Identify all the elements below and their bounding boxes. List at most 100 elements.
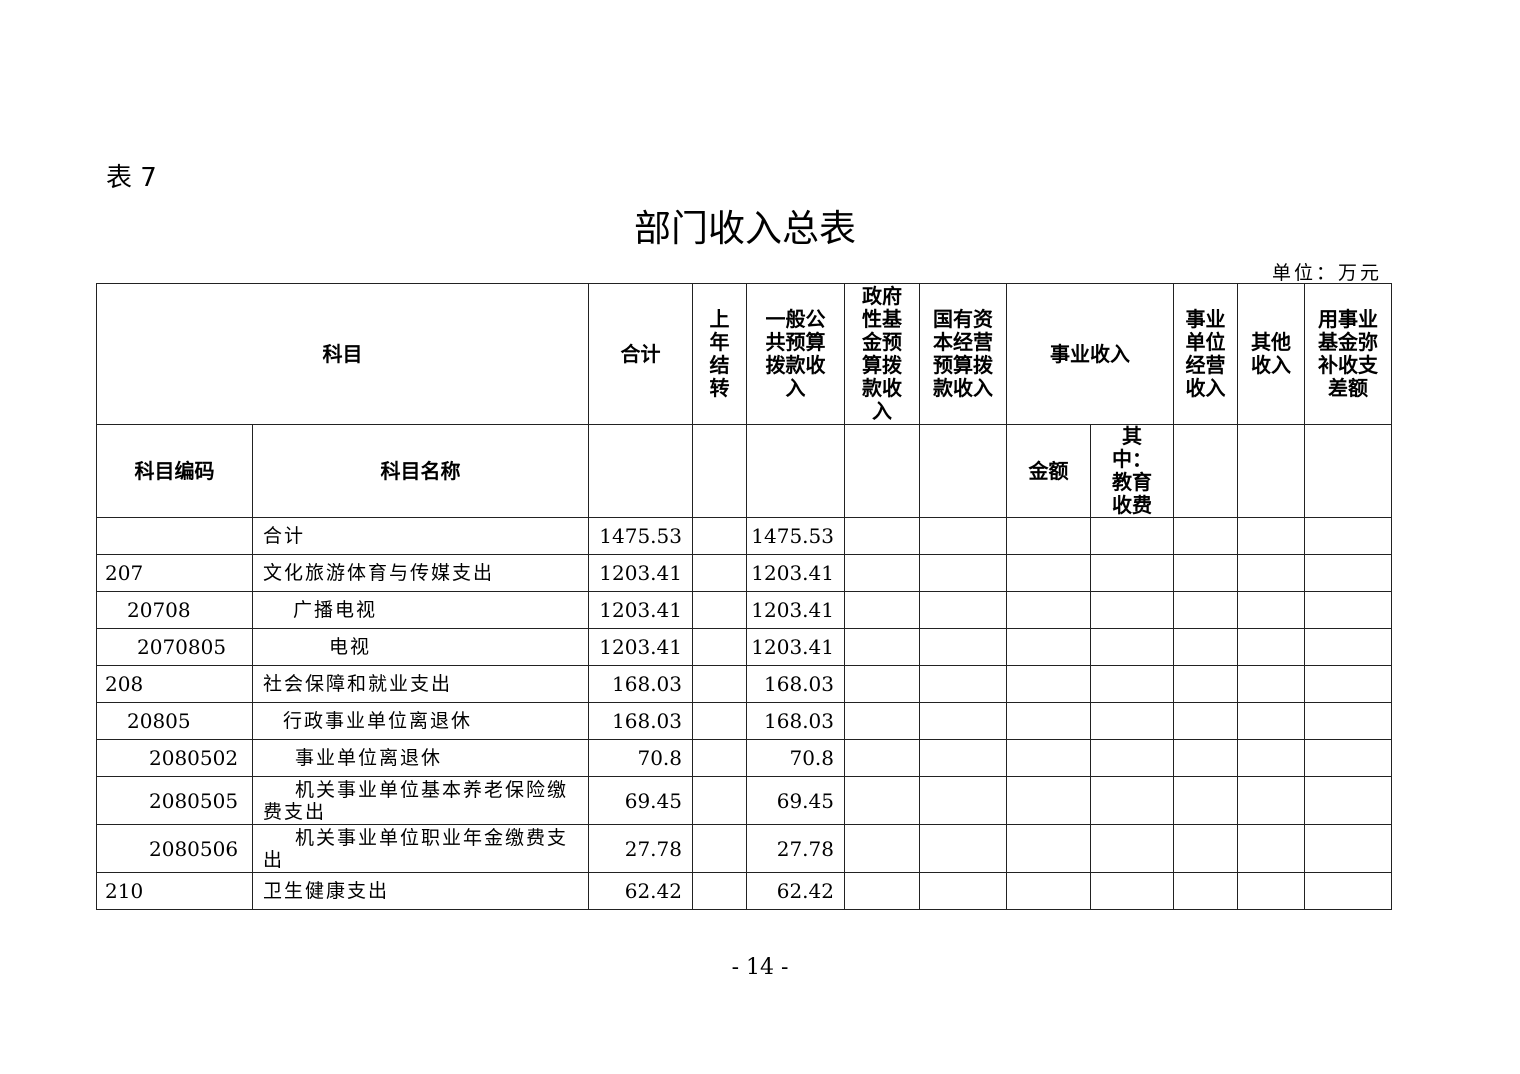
table-row: 207 文化旅游体育与传媒支出 1203.41 1203.41 [96,554,1392,592]
table-row: 合计 1475.53 1475.53 [96,517,1392,555]
unit-label: 单位：万元 [1271,262,1382,284]
empty-cell [844,554,920,592]
header-amount: 金额 [1006,424,1091,518]
empty-cell [1237,872,1305,910]
empty-cell [844,665,920,703]
empty-cell [1237,591,1305,629]
empty-cell [919,702,1007,740]
empty-cell [1090,824,1174,873]
empty-cell [1237,665,1305,703]
header-general-budget: 一般公共预算拨款收入 [746,283,845,425]
subject-name: 社会保障和就业支出 [252,665,589,703]
empty-cell [1090,739,1174,777]
subject-code: 208 [96,665,253,703]
empty-cell [1237,702,1305,740]
empty-cell [1006,665,1091,703]
carryover-value [692,776,747,825]
subject-code: 20805 [96,702,253,740]
empty-cell [1090,517,1174,555]
header-fund-offset: 用事业基金弥补收支差额 [1304,283,1392,425]
carryover-value [692,824,747,873]
table-row: 20708 广播电视 1203.41 1203.41 [96,591,1392,629]
empty-cell [844,591,920,629]
empty-cell [1006,776,1091,825]
general-budget-value: 27.78 [746,824,845,873]
income-table: 科目 合计 上年结转 一般公共预算拨款收入 政府性基金预算拨款收入 国有资本经营… [96,283,1392,910]
total-value: 27.78 [588,824,693,873]
empty-cell [1090,591,1174,629]
table-row: 210 卫生健康支出 62.42 62.42 [96,872,1392,910]
empty-cell [1006,739,1091,777]
header-business-income: 事业收入 [1006,283,1174,425]
empty-cell [844,824,920,873]
empty-cell [1006,702,1091,740]
empty-cell [1006,554,1091,592]
empty-cell [1237,739,1305,777]
general-budget-value: 69.45 [746,776,845,825]
empty-cell [1006,628,1091,666]
general-budget-value: 1203.41 [746,554,845,592]
header-total: 合计 [588,283,693,425]
total-value: 1203.41 [588,591,693,629]
header-other-income: 其他收入 [1237,283,1305,425]
empty-cell [1304,665,1392,703]
header-subject: 科目 [96,283,589,425]
header-edu-fee: 其中：教育收费 [1090,424,1174,518]
general-budget-value: 1203.41 [746,628,845,666]
empty-cell [919,739,1007,777]
page-number: - 14 - [731,955,789,980]
total-value: 1203.41 [588,628,693,666]
subject-code: 2080502 [96,739,253,777]
empty-cell [919,554,1007,592]
empty-cell [1173,554,1238,592]
subject-name: 文化旅游体育与传媒支出 [252,554,589,592]
page-title: 部门收入总表 [634,207,856,250]
carryover-value [692,739,747,777]
empty-cell [1173,591,1238,629]
empty-cell [919,776,1007,825]
subject-code: 2080505 [96,776,253,825]
empty-cell [844,739,920,777]
carryover-value [692,591,747,629]
header-carryover: 上年结转 [692,283,747,425]
total-value: 168.03 [588,702,693,740]
empty-cell [919,665,1007,703]
empty-cell [1173,824,1238,873]
general-budget-value: 62.42 [746,872,845,910]
empty-cell [1006,517,1091,555]
empty-cell [1173,517,1238,555]
header-state-capital: 国有资本经营预算拨款收入 [919,283,1007,425]
table-row: 20805 行政事业单位离退休 168.03 168.03 [96,702,1392,740]
carryover-value [692,702,747,740]
empty-cell [1304,824,1392,873]
empty-cell [1006,872,1091,910]
empty-cell [844,776,920,825]
empty-cell [1090,554,1174,592]
empty-cell [1090,665,1174,703]
empty-cell [1237,776,1305,825]
empty-cell [1304,591,1392,629]
empty-cell [1173,665,1238,703]
subject-name: 事业单位离退休 [252,739,589,777]
empty-cell [1304,702,1392,740]
empty-cell [1237,554,1305,592]
header-unit-operating: 事业单位经营收入 [1173,283,1238,425]
carryover-value [692,554,747,592]
subject-code: 207 [96,554,253,592]
empty-cell [1090,872,1174,910]
general-budget-value: 1203.41 [746,591,845,629]
carryover-value [692,665,747,703]
subject-name: 机关事业单位职业年金缴费支出 [252,824,589,873]
general-budget-value: 168.03 [746,702,845,740]
header-name: 科目名称 [252,424,589,518]
empty-cell [1304,628,1392,666]
empty-cell [1173,739,1238,777]
empty-cell [1006,591,1091,629]
empty-cell [1304,554,1392,592]
table-row: 2080505 机关事业单位基本养老保险缴费支出 69.45 69.45 [96,776,1392,825]
subject-name: 电视 [252,628,589,666]
empty-cell [844,628,920,666]
empty-cell [1237,517,1305,555]
general-budget-value: 1475.53 [746,517,845,555]
